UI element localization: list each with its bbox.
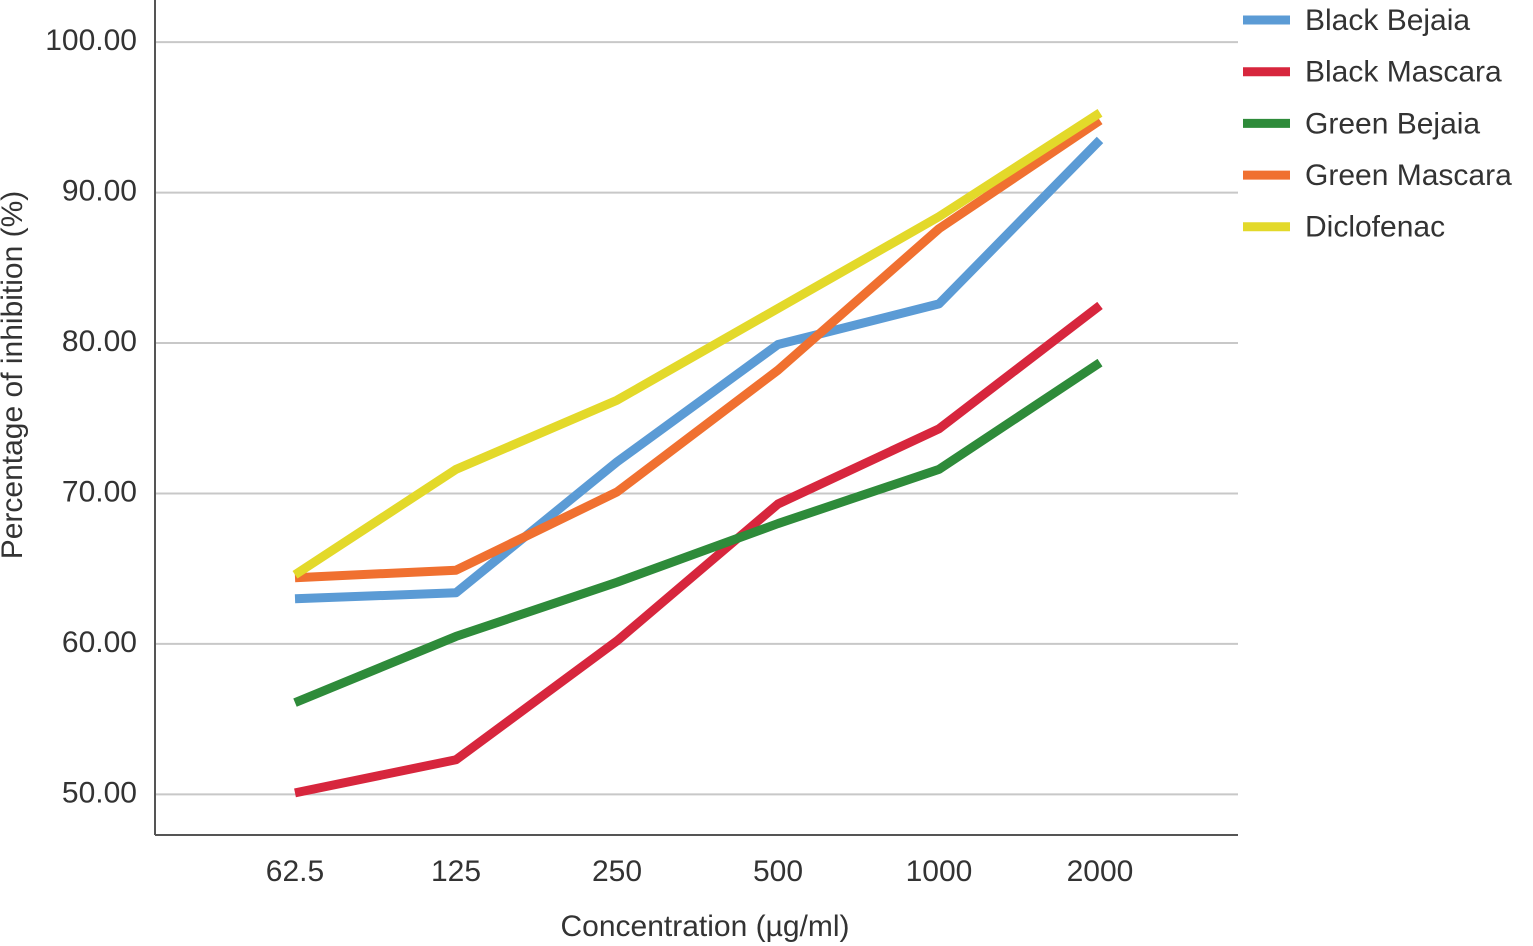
y-tick-label: 60.00 (62, 626, 137, 659)
x-tick-label: 125 (431, 855, 481, 888)
x-axis-label: Concentration (µg/ml) (560, 910, 849, 943)
legend-label: Black Mascara (1305, 56, 1502, 89)
y-tick-label: 70.00 (62, 475, 137, 508)
legend-label: Green Bejaia (1305, 107, 1480, 140)
data-line (293, 358, 1103, 707)
x-tick-label: 1000 (906, 855, 973, 888)
legend-label: Green Mascara (1305, 159, 1512, 192)
y-tick-label: 50.00 (62, 776, 137, 809)
y-axis-label: Percentage of inhibition (%) (0, 191, 29, 560)
data-line (294, 116, 1103, 583)
data-line (292, 109, 1103, 579)
x-tick-label: 2000 (1067, 855, 1134, 888)
x-tick-label: 62.5 (266, 855, 324, 888)
x-tick-label: 250 (592, 855, 642, 888)
y-tick-label: 90.00 (62, 174, 137, 207)
data-line (294, 301, 1103, 798)
y-tick-label: 80.00 (62, 325, 137, 358)
y-tick-label: 100.00 (45, 24, 137, 57)
legend-label: Diclofenac (1305, 211, 1445, 244)
x-tick-label: 500 (753, 855, 803, 888)
legend-label: Black Bejaia (1305, 4, 1470, 37)
data-line (294, 136, 1104, 604)
